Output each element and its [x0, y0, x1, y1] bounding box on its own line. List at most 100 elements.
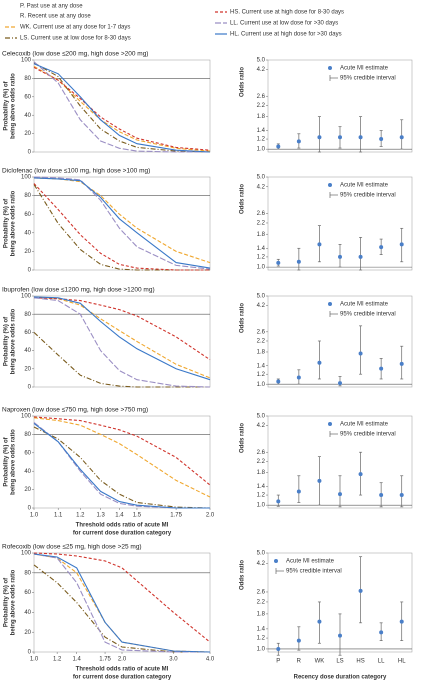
y-tick-label: 1.8	[257, 611, 266, 617]
series-line	[33, 564, 210, 653]
x-tick-label: 3.0	[169, 657, 178, 663]
y-tick-label: 1.4	[257, 626, 266, 632]
y-tick-label: 1.0	[257, 265, 266, 271]
series-line	[33, 66, 211, 151]
x-tick-label: 1.75	[170, 513, 182, 519]
y-axis-label: Probability (%) of	[4, 577, 10, 627]
y-tick-label: 40	[24, 230, 31, 236]
plot-frame	[33, 59, 211, 153]
y-tick-label: 1.4	[257, 363, 266, 369]
x-tick-label: 4.0	[206, 657, 215, 663]
estimate-dot	[276, 144, 281, 149]
series-line	[33, 176, 211, 270]
estimate-dot	[379, 630, 384, 635]
y-tick-label: 4.2	[257, 67, 266, 73]
legend-label: HS. Current use at high dose for 8-30 da…	[230, 10, 344, 16]
y-tick-label: 100	[21, 294, 32, 300]
y-tick-label: 100	[21, 58, 32, 64]
legend-label: R. Recent use at any dose	[20, 14, 91, 20]
series-line	[33, 297, 211, 361]
legend-label: Acute MI estimate	[340, 183, 389, 189]
series-line	[33, 553, 211, 653]
y-tick-label: 20	[24, 131, 31, 137]
legend-label: 95% credible interval	[286, 569, 342, 575]
legend-label: Acute MI estimate	[340, 66, 389, 72]
series-line	[33, 426, 211, 509]
x-tick-label: 1.2	[53, 657, 62, 663]
estimate-dot	[338, 633, 342, 638]
y-tick-label: 1.0	[257, 647, 266, 653]
estimate-dot	[276, 379, 281, 384]
x-tick-label: WK	[315, 659, 325, 665]
estimate-dot	[276, 260, 281, 265]
y-tick-label: 1.2	[257, 372, 266, 378]
y-tick-label: 100	[21, 175, 32, 181]
legend-label: LL. Current use at low dose for >30 days	[230, 21, 338, 27]
y-tick-label: 2.2	[257, 339, 266, 345]
legend-dot	[274, 559, 278, 563]
x-axis-label: Threshold odds ratio of acute MI	[76, 523, 169, 529]
y-tick-label: 80	[24, 193, 31, 199]
series-line	[33, 552, 211, 643]
y-tick-label: 2.2	[257, 600, 266, 606]
x-tick-label: LL	[378, 659, 385, 665]
plot-frame	[33, 295, 211, 388]
y-tick-label: 40	[24, 610, 31, 616]
estimate-dot	[379, 137, 384, 142]
legend-label: WK. Current use at any dose for 1-7 days	[20, 25, 130, 31]
y-tick-label: 2.6	[257, 329, 266, 335]
plot-frame	[267, 176, 413, 271]
y-tick-label: 1.0	[257, 503, 266, 509]
y-axis-label: Odds ratio	[240, 303, 246, 333]
y-tick-label: 80	[24, 76, 31, 82]
y-axis-label: Odds ratio	[240, 184, 246, 214]
y-tick-label: 2.2	[257, 459, 266, 465]
series-line	[33, 553, 210, 653]
y-tick-label: 1.2	[257, 636, 266, 642]
estimate-dot	[296, 638, 301, 643]
y-tick-label: 40	[24, 469, 31, 475]
series-line	[33, 62, 211, 153]
legend-label: 95% credible interval	[340, 432, 396, 438]
x-tick-label: 2.0	[118, 657, 127, 663]
legend-dot	[328, 422, 332, 426]
series-line	[33, 553, 211, 653]
y-tick-label: 2.2	[257, 221, 266, 227]
legend-dot	[328, 66, 332, 70]
y-tick-label: 80	[24, 570, 31, 576]
y-tick-label: 4.2	[257, 561, 266, 567]
y-tick-label: 4.2	[257, 423, 266, 429]
y-tick-label: 5.0	[257, 175, 266, 181]
y-tick-label: 0	[28, 650, 32, 656]
estimate-dot	[317, 360, 322, 365]
x-tick-label: 1.0	[30, 657, 39, 663]
y-tick-label: 20	[24, 366, 31, 372]
legend-label: HL. Current use at high dose for >30 day…	[230, 32, 342, 38]
y-tick-label: 1.4	[257, 484, 266, 490]
y-tick-label: 0	[28, 506, 32, 512]
estimate-dot	[358, 351, 363, 356]
x-axis-label: for current dose duration category	[73, 675, 172, 681]
y-axis-label: Probability (%) of	[4, 316, 10, 366]
y-tick-label: 100	[21, 414, 32, 420]
x-tick-label: R	[297, 659, 302, 665]
estimate-dot	[296, 139, 301, 144]
x-tick-label: P	[276, 659, 280, 665]
y-tick-label: 100	[21, 551, 32, 557]
y-axis-label: Odds ratio	[240, 423, 246, 453]
series-line	[33, 184, 210, 271]
legend-label: Acute MI estimate	[286, 559, 335, 565]
estimate-dot	[296, 375, 301, 380]
x-tick-label: 1.4	[73, 657, 82, 663]
y-tick-label: 60	[24, 450, 31, 456]
estimate-dot	[399, 493, 404, 498]
x-tick-label: 1.2	[76, 513, 85, 519]
estimate-dot	[399, 619, 404, 624]
estimate-dot	[276, 499, 281, 504]
series-line	[33, 296, 211, 381]
y-tick-label: 5.0	[257, 414, 266, 420]
y-tick-label: 2.6	[257, 94, 266, 100]
estimate-dot	[338, 381, 342, 386]
series-line	[33, 63, 211, 153]
